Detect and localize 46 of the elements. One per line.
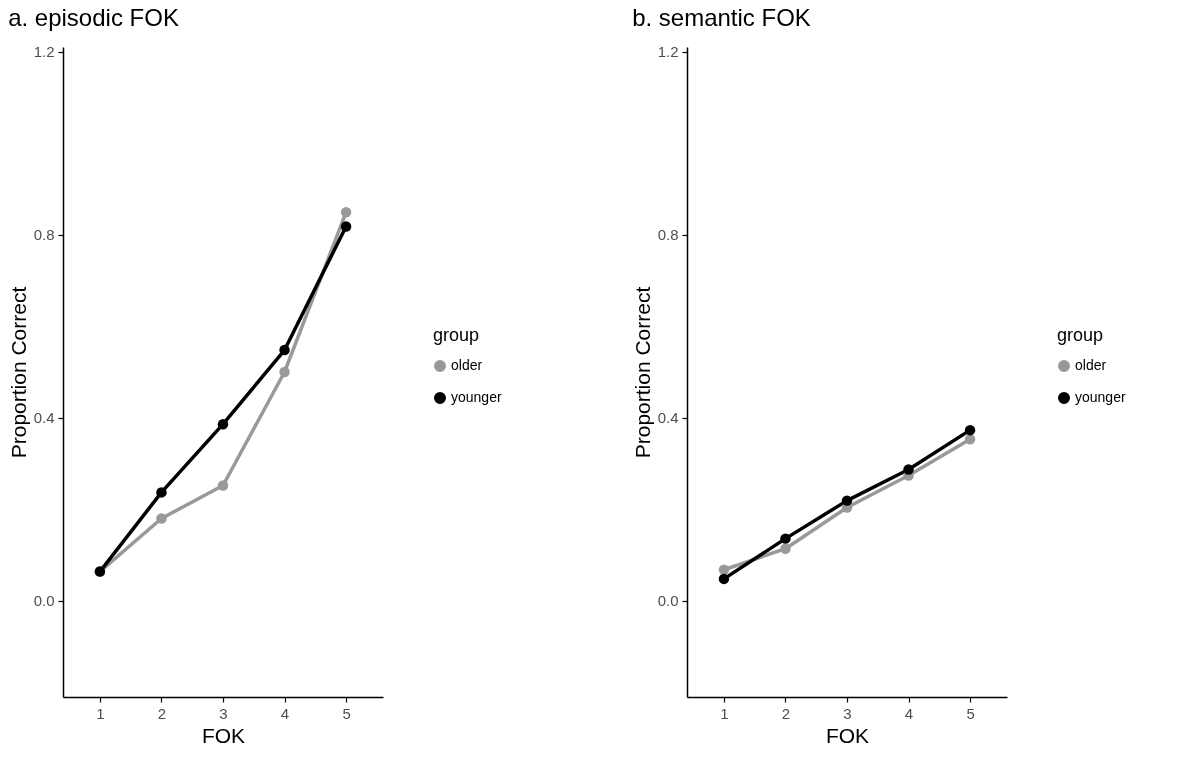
x-tick-label: 2 [157, 704, 167, 722]
x-tick-label: 5 [966, 704, 975, 722]
legend-label: younger [451, 389, 502, 405]
y-tick-label: 1.2 [657, 43, 679, 61]
y-tick-label: 1.2 [33, 43, 55, 61]
point [780, 543, 791, 554]
point [217, 418, 229, 430]
point [217, 480, 229, 491]
legend-title: group [433, 325, 480, 345]
x-axis-title: FOK [201, 723, 246, 747]
x-tick-label: 4 [904, 704, 914, 722]
x-tick-label: 1 [720, 704, 729, 722]
x-tick-label: 3 [843, 704, 852, 722]
legend-title: group [1057, 325, 1104, 345]
y-tick-label: 0.0 [33, 592, 55, 610]
y-axis-title: Proportion Correct [630, 286, 654, 459]
x-axis-title: FOK [825, 723, 870, 747]
legend-label: younger [1075, 389, 1126, 405]
point [718, 564, 730, 575]
point [903, 464, 914, 475]
point [340, 221, 352, 232]
y-axis-title: Proportion Correct [6, 286, 30, 459]
legend-label: older [1075, 357, 1107, 373]
y-tick-label: 0.4 [657, 409, 679, 427]
y-tick-label: 0.0 [657, 592, 679, 610]
point [340, 207, 352, 218]
point [279, 344, 290, 356]
x-tick-label: 3 [219, 704, 228, 722]
point [718, 573, 730, 585]
chart-title: b. semantic FOK [632, 3, 811, 31]
y-tick-label: 0.8 [33, 226, 55, 244]
point [156, 513, 167, 524]
point [964, 434, 976, 445]
x-tick-label: 2 [781, 704, 791, 722]
point [156, 487, 167, 498]
y-tick-label: 0.4 [33, 409, 55, 427]
point [841, 495, 853, 506]
point [964, 424, 976, 436]
legend-label: older [451, 357, 483, 373]
x-tick-label: 1 [96, 704, 105, 722]
y-tick-label: 0.8 [657, 226, 679, 244]
chart-title: a. episodic FOK [8, 3, 179, 31]
point [780, 533, 791, 544]
x-tick-label: 4 [280, 704, 290, 722]
x-tick-label: 5 [342, 704, 351, 722]
point [279, 366, 290, 378]
